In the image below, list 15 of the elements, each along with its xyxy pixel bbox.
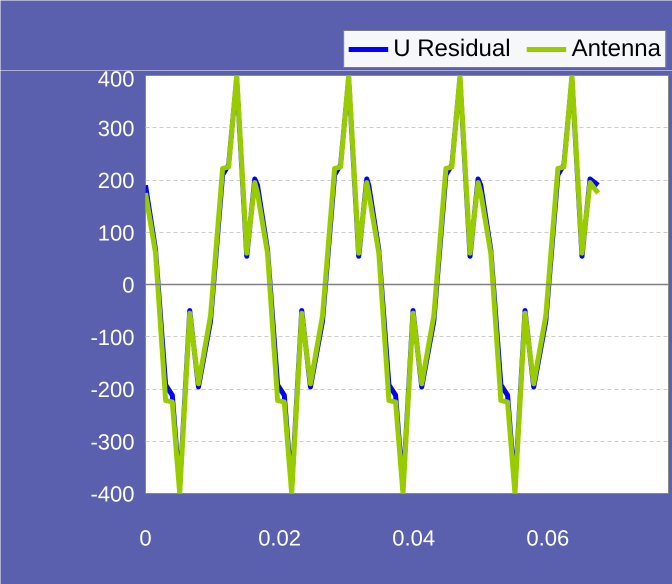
y-tick-label: -300	[90, 429, 135, 454]
y-tick-label: -200	[90, 377, 135, 402]
y-tick-label: 100	[98, 220, 135, 246]
x-tick-label: 0	[139, 526, 152, 550]
y-tick-label: 200	[98, 168, 135, 193]
legend-label: U Residual	[393, 35, 511, 63]
y-tick-label: 400	[98, 66, 135, 92]
x-tick-label: 0.04	[392, 526, 436, 550]
y-tick-label: 300	[98, 116, 135, 141]
x-tick-label: 0.02	[258, 526, 302, 550]
legend-label: Antenna	[572, 35, 661, 63]
y-tick-label: 0	[122, 272, 135, 298]
x-tick-label: 0.06	[526, 526, 570, 550]
y-tick-label: -400	[90, 482, 135, 506]
y-tick-label: -100	[90, 324, 135, 350]
